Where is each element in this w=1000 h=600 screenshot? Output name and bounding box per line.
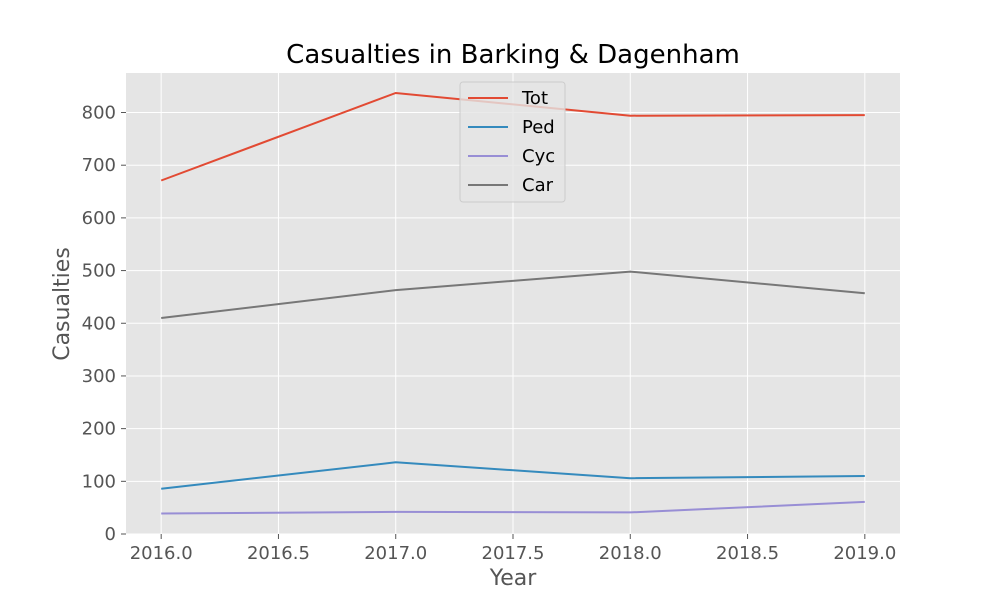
y-tick-label: 700	[82, 155, 116, 176]
legend: Tot Ped Cyc Car	[459, 81, 566, 203]
y-tick-label: 800	[82, 103, 116, 124]
x-tick-label: 2018.5	[716, 543, 779, 564]
legend-label: Car	[522, 175, 554, 196]
chart-title: Casualties in Barking & Dagenham	[286, 40, 740, 70]
x-tick-label: 2017.0	[364, 543, 427, 564]
y-tick-label: 200	[82, 419, 116, 440]
x-axis-label: Year	[489, 566, 538, 591]
legend-label: Tot	[521, 88, 548, 109]
x-tick-label: 2018.0	[599, 543, 662, 564]
x-tick-label: 2016.0	[130, 543, 193, 564]
x-tick-label: 2017.5	[482, 543, 545, 564]
x-axis-ticks: 2016.0 2016.5 2017.0 2017.5 2018.0 2018.5 2019…	[130, 534, 896, 564]
series-line-cyc	[161, 500, 865, 515]
y-tick-label: 400	[82, 313, 116, 334]
series-line-car	[161, 270, 865, 319]
y-tick-label: 300	[82, 366, 116, 387]
legend-label: Ped	[522, 117, 555, 138]
y-tick-label: 100	[82, 471, 116, 492]
legend-box	[459, 81, 566, 203]
x-tick-label: 2019.0	[833, 543, 896, 564]
y-tick-label: 500	[82, 261, 116, 282]
y-axis-ticks: 0 100 200 300 400 500 600 700 800	[82, 103, 126, 545]
series-line-ped	[161, 461, 865, 490]
y-tick-label: 0	[105, 524, 116, 545]
y-axis-label: Casualties	[50, 247, 75, 361]
y-tick-label: 600	[82, 208, 116, 229]
x-tick-label: 2016.5	[247, 543, 310, 564]
legend-label: Cyc	[522, 146, 555, 167]
